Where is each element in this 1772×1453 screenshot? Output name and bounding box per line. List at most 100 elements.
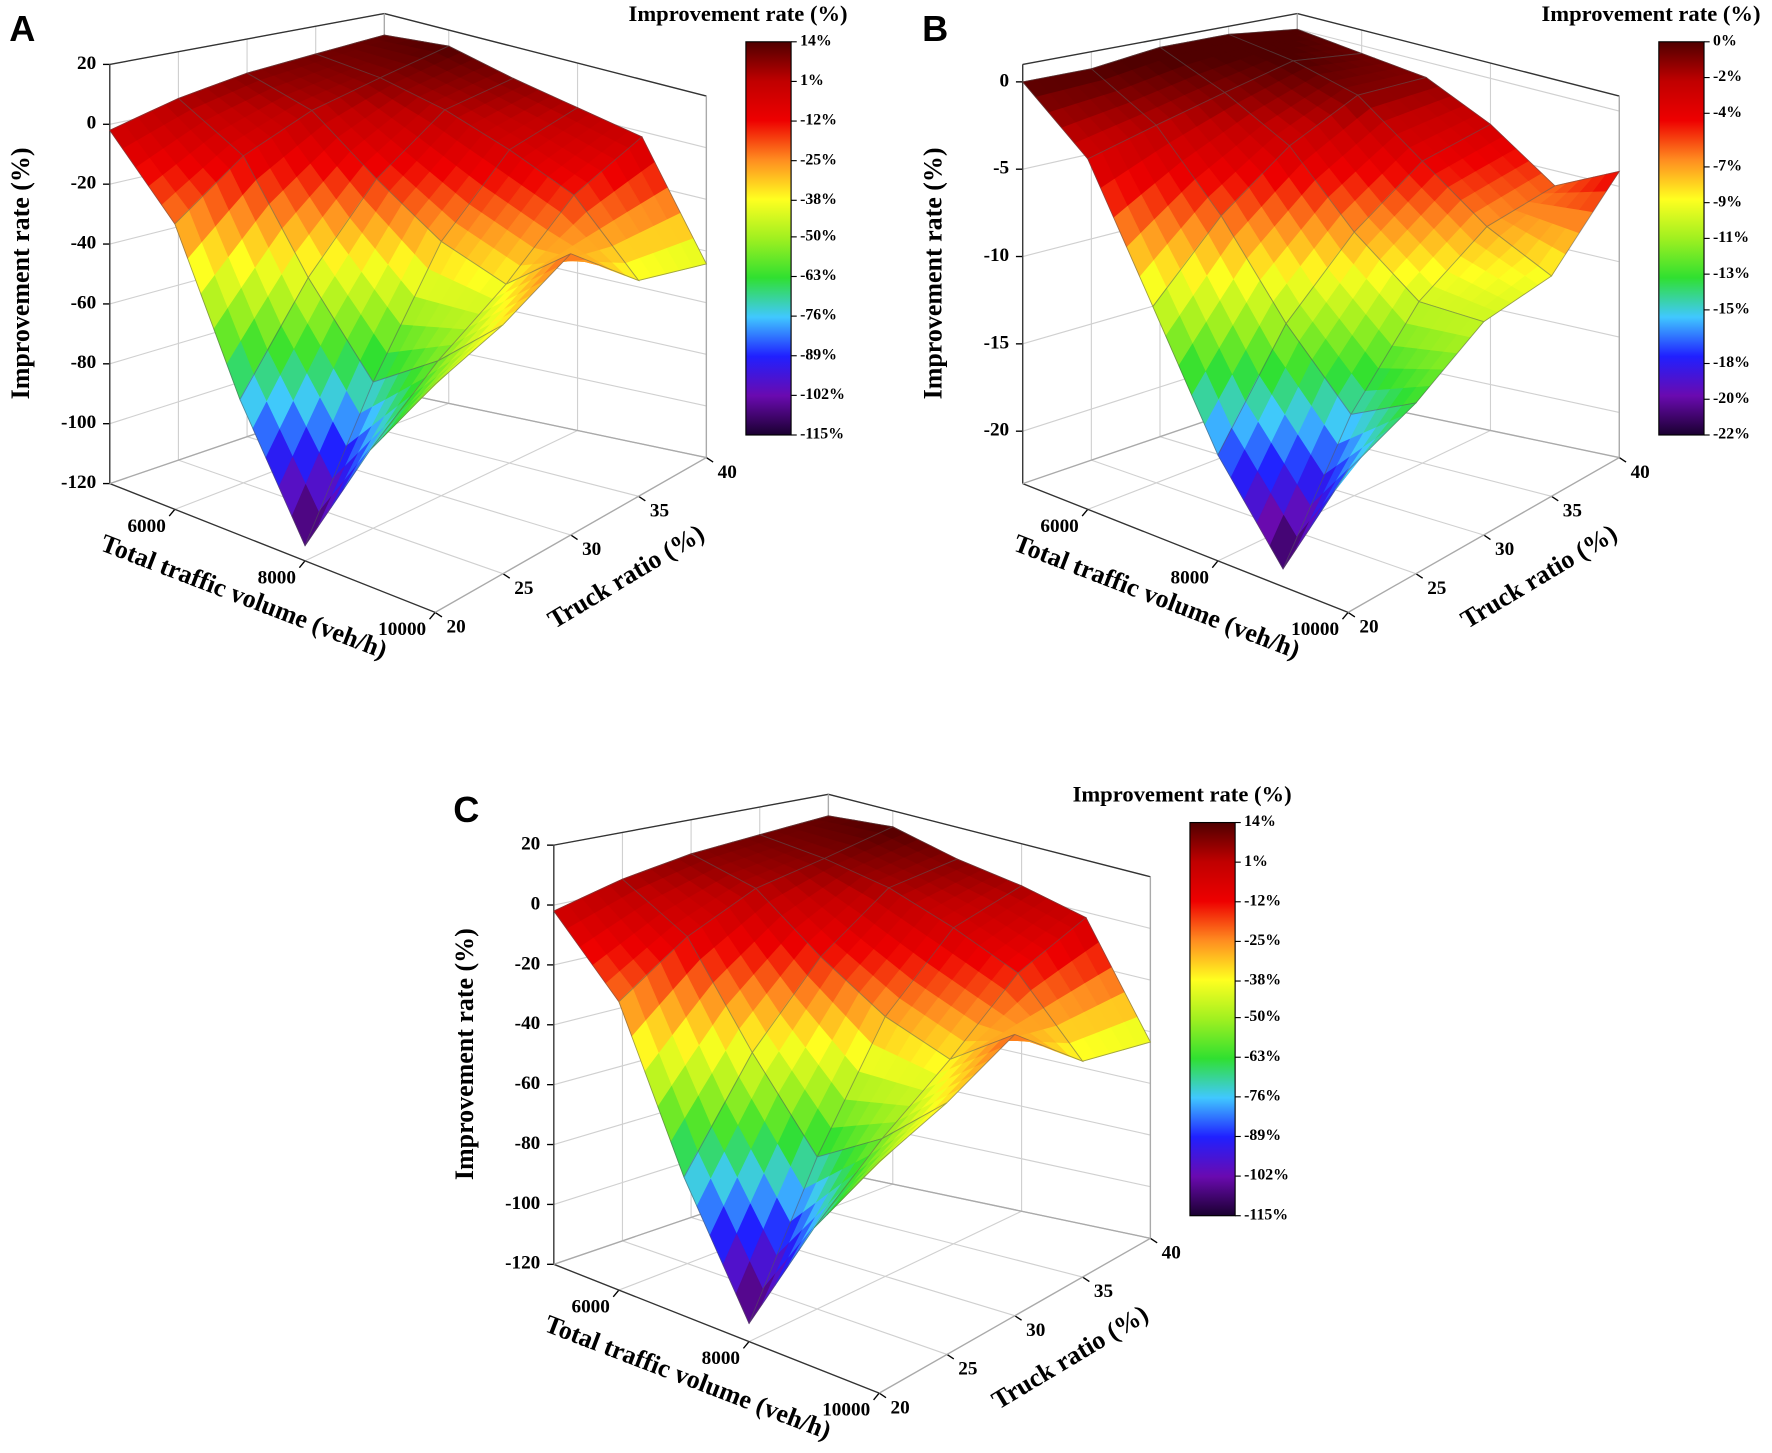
z-axis-title: Improvement rate (%) (450, 928, 479, 1180)
colorbar-tick-label: 0% (1713, 32, 1737, 49)
z-tick-label: -10 (984, 245, 1010, 266)
tick-mark (1211, 560, 1219, 569)
x-tick-label: 10000 (1291, 619, 1339, 640)
z-tick-label: 20 (521, 834, 540, 855)
z-tick-label: -15 (984, 332, 1010, 353)
surface-cell (375, 109, 511, 243)
colorbar-tick-label: -12% (800, 112, 837, 129)
surface-cell (686, 887, 822, 1054)
x-tick-label: 8000 (702, 1348, 740, 1369)
box-edge (878, 1237, 1151, 1394)
surface-mesh (1282, 402, 1418, 570)
tick-mark (1082, 1276, 1090, 1283)
tick-mark (1150, 1237, 1158, 1244)
box-edge (828, 793, 1151, 878)
y-axis-title: Truck ratio (%) (543, 518, 710, 634)
surface-cell (1350, 301, 1485, 416)
colorbar (1189, 821, 1236, 1217)
colorbar-tick-label: -25% (1244, 932, 1281, 949)
surface-cell (174, 155, 309, 401)
z-tick-label: -60 (515, 1073, 541, 1094)
box-edge (109, 12, 385, 66)
y-axis-title: Truck ratio (%) (987, 1299, 1154, 1415)
panel-label: A (9, 8, 35, 49)
tick-mark (946, 1353, 955, 1360)
colorbar-tick-label: -15% (1713, 301, 1750, 318)
surface-cell (573, 136, 708, 281)
colorbar-title: Improvement rate (%) (1073, 782, 1292, 807)
surface-cell (751, 956, 886, 1158)
surface-cell (1282, 402, 1418, 570)
x-tick-label: 6000 (1040, 516, 1078, 537)
y-tick-label: 35 (1094, 1281, 1113, 1302)
x-axis-title: Total traffic volume (veh/h) (1010, 528, 1304, 664)
z-tick-label: -5 (993, 158, 1009, 179)
box-edge (109, 482, 436, 614)
surface-cell (621, 853, 757, 938)
colorbar-tick-label: -4% (1713, 104, 1742, 121)
colorbar-tick-label: -76% (800, 307, 837, 324)
z-tick-label: -120 (505, 1253, 540, 1274)
tick-mark (168, 508, 176, 517)
x-tick-label: 10000 (822, 1400, 870, 1421)
surface-cell (748, 1137, 884, 1324)
surface-mesh (369, 324, 504, 451)
surface-cell (683, 1051, 818, 1325)
grid-line (178, 459, 504, 575)
colorbar-tick-label: -115% (1244, 1206, 1288, 1223)
grid-line (1297, 28, 1620, 112)
y-tick-label: 35 (1563, 501, 1582, 522)
colorbar-tick-label: -20% (1713, 390, 1750, 407)
z-axis-title: Improvement rate (%) (919, 147, 948, 399)
colorbar-tick-label: -102% (1244, 1167, 1289, 1184)
box-edge (434, 457, 707, 613)
colorbar-tick-label: -63% (1244, 1048, 1281, 1065)
x-tick-label: 6000 (127, 516, 165, 537)
tick-mark (612, 1289, 620, 1298)
surface-cell (881, 1034, 1016, 1140)
tick-mark (1081, 508, 1089, 517)
surface-cell (1223, 60, 1359, 147)
surface-cell (816, 1015, 951, 1158)
x-tick-label: 8000 (1171, 567, 1209, 588)
colorbar-tick-label: -76% (1244, 1087, 1281, 1104)
box-edge (1297, 12, 1620, 97)
surface-cell (369, 324, 504, 451)
colorbar-tick-label: 14% (1244, 813, 1276, 830)
colorbar-tick-label: 1% (1244, 853, 1268, 870)
surface-cell (1421, 123, 1556, 228)
colorbar-title: Improvement rate (%) (1541, 1, 1760, 26)
colorbar-tick-label: -9% (1713, 193, 1742, 210)
colorbar-tick-label: -50% (800, 228, 837, 245)
tick-mark (638, 495, 646, 502)
y-tick-label: 30 (582, 539, 601, 560)
y-tick-label: 40 (718, 462, 737, 483)
y-tick-label: 35 (650, 501, 669, 522)
x-tick-label: 6000 (571, 1297, 609, 1318)
colorbar-tick-label: -38% (800, 191, 837, 208)
colorbar-tick-label: -89% (800, 346, 837, 363)
colorbar-tick-label: -38% (1244, 972, 1281, 989)
surface-cell (1152, 215, 1287, 457)
colorbar-title: Improvement rate (%) (629, 1, 848, 26)
surface-cell (755, 857, 890, 958)
tick-mark (1551, 495, 1559, 502)
surface-cell (372, 240, 507, 383)
surface-cell (1285, 231, 1420, 416)
tick-mark (434, 611, 443, 618)
surface-cell (819, 887, 955, 1018)
y-axis-title: Truck ratio (%) (1456, 518, 1623, 634)
y-tick-label: 25 (958, 1359, 977, 1380)
z-axis-title: Improvement rate (%) (6, 147, 35, 399)
colorbar-tick-label: -102% (800, 386, 845, 403)
surface-cell (109, 97, 244, 225)
colorbar-tick-label: -115% (800, 426, 844, 443)
surface-cell (1418, 226, 1553, 323)
box-edge (828, 1169, 1151, 1239)
panel-label: B (922, 8, 948, 49)
tick-mark (1415, 573, 1424, 579)
tick-mark (1341, 611, 1349, 620)
colorbar-tick-label: 1% (800, 72, 824, 89)
